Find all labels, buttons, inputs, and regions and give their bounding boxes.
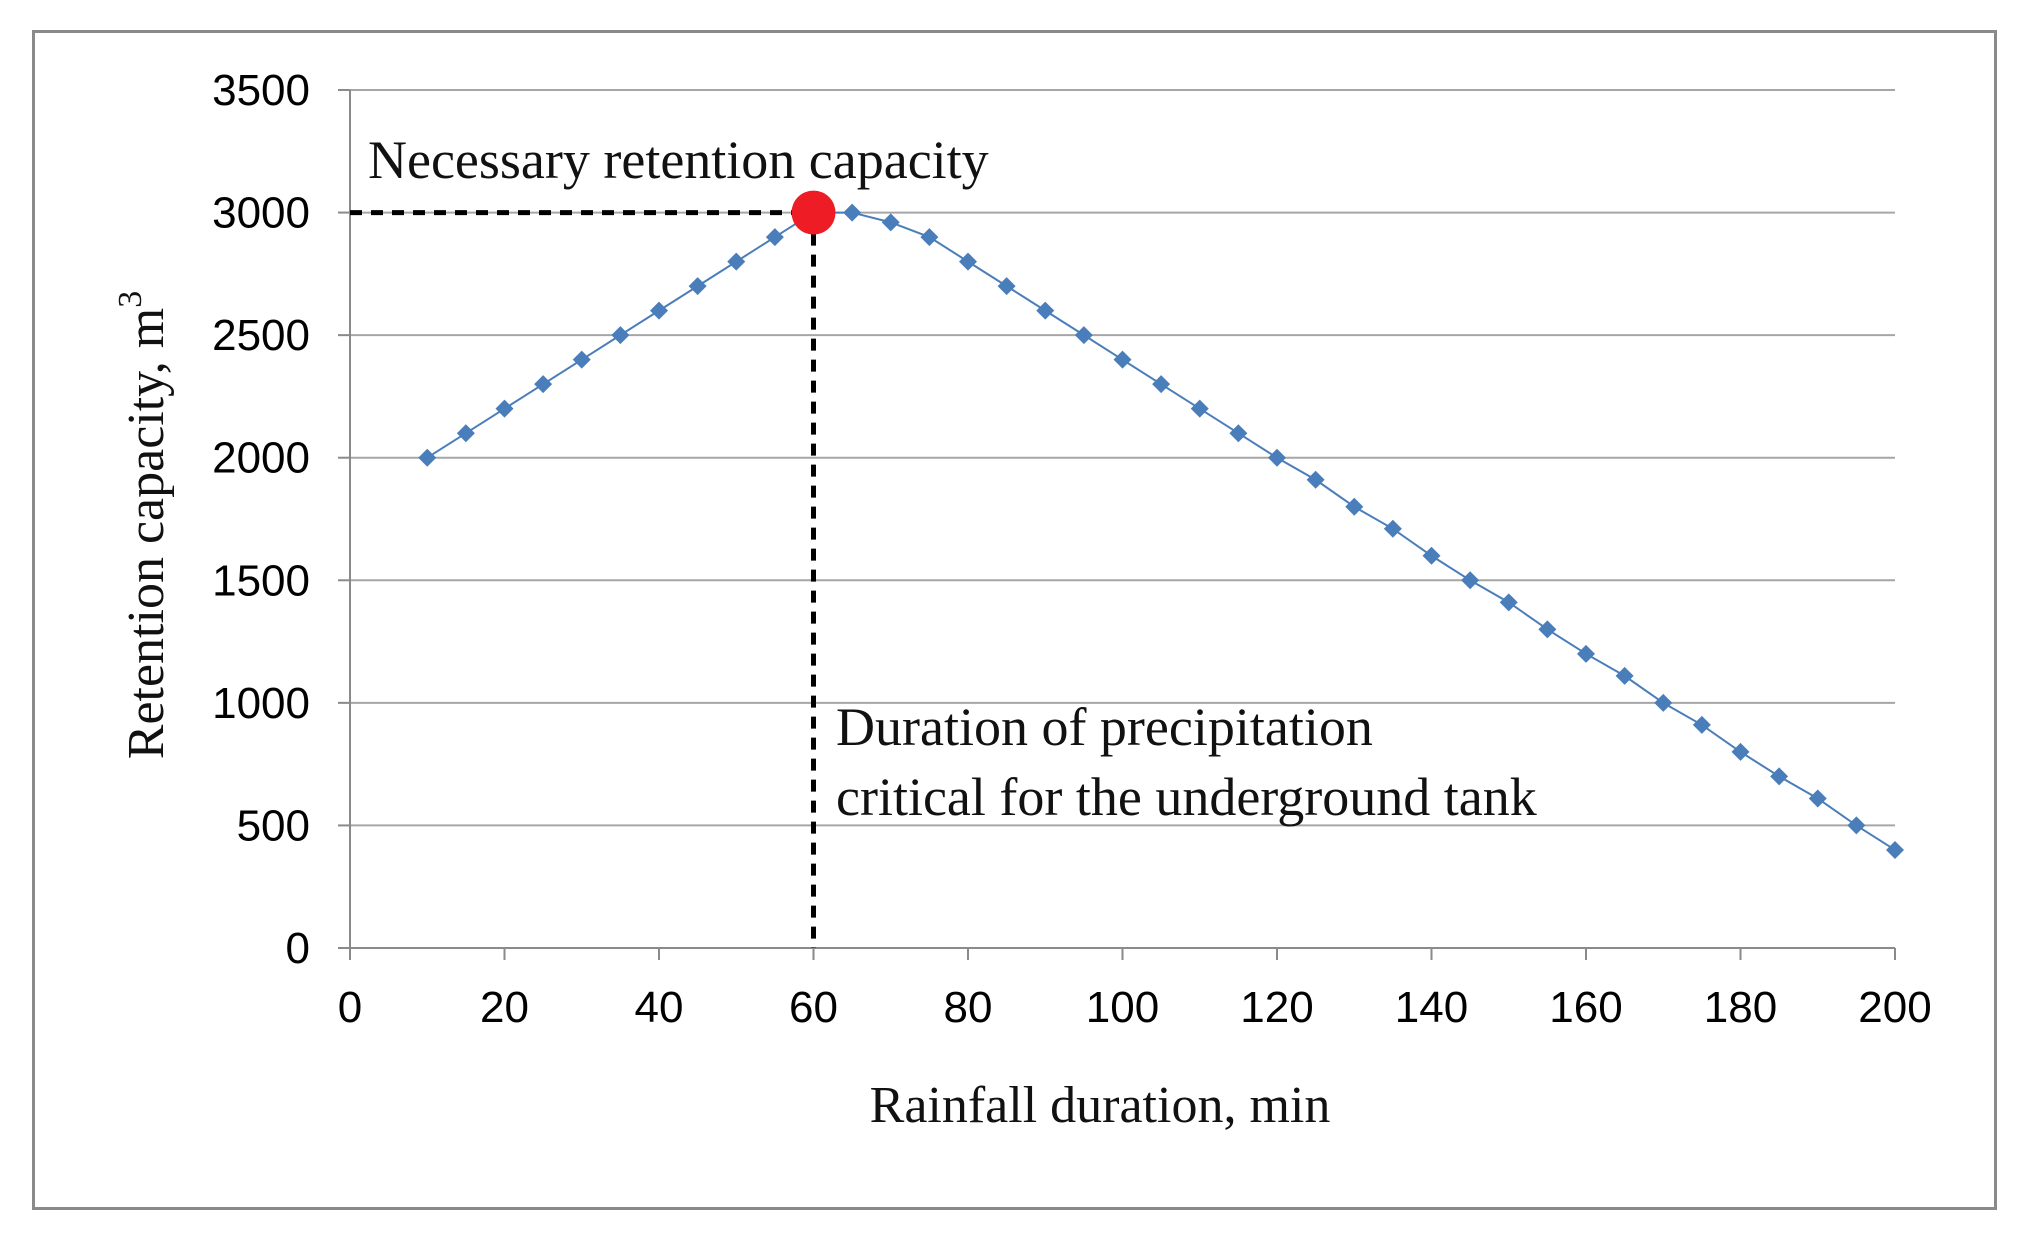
y-axis-title: Retention capacity, m3: [112, 291, 175, 759]
data-point: [997, 277, 1016, 296]
y-tick-label: 3500: [212, 66, 310, 115]
x-tick-label: 160: [1549, 983, 1622, 1032]
y-tick-label: 1500: [212, 556, 310, 605]
data-point: [418, 448, 437, 467]
data-point: [1692, 715, 1711, 734]
data-point: [1152, 375, 1171, 394]
data-point: [1345, 497, 1364, 516]
data-point: [727, 252, 746, 271]
data-point: [1306, 470, 1325, 489]
data-point: [1808, 789, 1827, 808]
data-point: [1654, 693, 1673, 712]
x-tick-label: 40: [635, 983, 684, 1032]
y-tick-labels: 0 500 1000 1500 2000 2500 3000 3500: [212, 66, 350, 973]
data-point: [1461, 571, 1480, 590]
y-tick-label: 2500: [212, 311, 310, 360]
x-tick-label: 180: [1704, 983, 1777, 1032]
data-point: [1074, 326, 1093, 345]
critical-guide-lines: [350, 210, 816, 948]
data-point: [1615, 666, 1634, 685]
y-tick-label: 500: [237, 801, 310, 850]
data-point: [920, 228, 939, 247]
x-tick-label: 200: [1858, 983, 1931, 1032]
grid-lines: [350, 89, 1895, 827]
data-point: [1731, 742, 1750, 761]
data-point: [1383, 519, 1402, 538]
x-tick-label: 120: [1240, 983, 1313, 1032]
data-point: [688, 277, 707, 296]
x-tick-label: 0: [338, 983, 362, 1032]
data-point: [1113, 350, 1132, 369]
x-tick-label: 60: [789, 983, 838, 1032]
data-point: [1577, 644, 1595, 663]
y-tick-label: 2000: [212, 434, 310, 483]
data-point: [1229, 424, 1248, 443]
data-point: [881, 213, 900, 232]
data-point: [495, 399, 514, 418]
critical-duration-label-line1: Duration of precipitation: [836, 697, 1373, 757]
x-tick-labels: 0 20 40 60 80 100 120 140 160 180 200: [338, 948, 1932, 1032]
data-point: [1422, 546, 1441, 565]
critical-duration-label-line2: critical for the underground tank: [836, 767, 1537, 827]
data-point: [572, 350, 591, 369]
x-tick-label: 80: [944, 983, 993, 1032]
y-tick-label: 3000: [212, 189, 310, 238]
y-tick-label: 1000: [212, 679, 310, 728]
x-axis-title: Rainfall duration, min: [870, 1077, 1331, 1134]
data-point: [1770, 767, 1789, 786]
necessary-capacity-label: Necessary retention capacity: [368, 130, 989, 190]
data-point: [1036, 301, 1055, 320]
data-point: [843, 203, 862, 222]
data-point: [1538, 620, 1557, 639]
x-tick-label: 20: [480, 983, 529, 1032]
chart-frame: [32, 30, 1997, 1210]
data-point: [959, 252, 977, 271]
data-point: [765, 228, 784, 247]
data-point: [1268, 448, 1286, 467]
y-axis-title-group: Retention capacity, m3: [112, 291, 175, 759]
series-markers: [418, 203, 1904, 859]
x-tick-label: 100: [1086, 983, 1159, 1032]
data-point: [1886, 840, 1904, 859]
y-axis-title-text: Retention capacity, m: [118, 308, 175, 759]
data-point: [534, 375, 553, 394]
x-tick-label: 140: [1395, 983, 1468, 1032]
data-point: [1847, 816, 1866, 835]
critical-point: [791, 190, 836, 235]
y-axis-title-superscript: 3: [112, 291, 149, 308]
data-point: [650, 301, 668, 320]
data-point: [1499, 593, 1518, 612]
data-point: [611, 326, 630, 345]
data-point: [456, 424, 475, 443]
data-point: [1190, 399, 1209, 418]
y-tick-label: 0: [286, 924, 310, 973]
